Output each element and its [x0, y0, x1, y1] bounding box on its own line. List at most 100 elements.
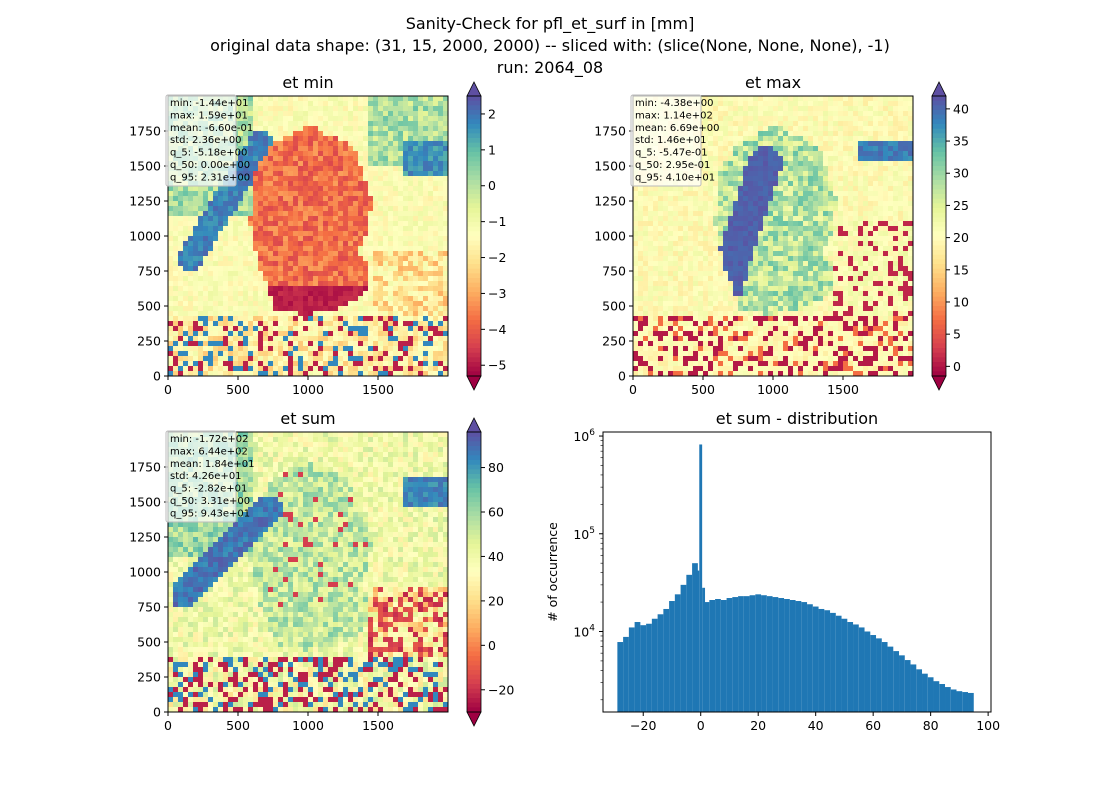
heatmap-cell: [313, 236, 319, 242]
heatmap-cell: [423, 106, 429, 112]
heatmap-cell: [373, 366, 379, 372]
heatmap-cell: [903, 121, 909, 127]
heatmap-cell: [363, 221, 369, 227]
heatmap-cell: [273, 331, 279, 337]
heatmap-cell: [238, 96, 244, 102]
heatmap-cell: [258, 246, 264, 252]
heatmap-cell: [378, 206, 384, 212]
heatmap-cell: [783, 171, 789, 177]
heatmap-cell: [223, 271, 229, 277]
heatmap-cell: [233, 291, 239, 297]
heatmap-cell: [228, 251, 234, 257]
heatmap-cell: [433, 201, 439, 207]
heatmap-cell: [258, 176, 264, 182]
heatmap-cell: [883, 131, 889, 137]
heatmap-cell: [373, 201, 379, 207]
heatmap-cell: [643, 186, 649, 192]
heatmap-cell: [258, 281, 264, 287]
heatmap-cell: [273, 316, 279, 322]
heatmap-cell: [678, 226, 684, 232]
heatmap-cell: [363, 111, 369, 117]
heatmap-cell: [748, 126, 754, 132]
heatmap-cell: [363, 251, 369, 257]
heatmap-cell: [403, 151, 409, 157]
heatmap-cell: [238, 116, 244, 122]
heatmap-cell: [823, 156, 829, 162]
heatmap-cell: [423, 201, 429, 207]
heatmap-cell: [333, 146, 339, 152]
heatmap-cell: [768, 146, 774, 152]
heatmap-cell: [238, 131, 244, 137]
heatmap-cell: [843, 241, 849, 247]
heatmap-cell: [313, 276, 319, 282]
heatmap-cell: [808, 146, 814, 152]
heatmap-cell: [193, 366, 199, 372]
heatmap-cell: [278, 211, 284, 217]
heatmap-cell: [893, 166, 899, 172]
heatmap-cell: [848, 146, 854, 152]
heatmap-cell: [398, 326, 404, 332]
stats-line: mean: -6.60e-01: [170, 123, 253, 134]
heatmap-cell: [353, 111, 359, 117]
heatmap-cell: [243, 141, 249, 147]
heatmap-cell: [243, 346, 249, 352]
heatmap-cell: [353, 116, 359, 122]
heatmap-cell: [708, 181, 714, 187]
heatmap-cell: [393, 281, 399, 287]
heatmap-cell: [643, 196, 649, 202]
heatmap-cell: [408, 326, 414, 332]
heatmap-cell: [378, 196, 384, 202]
heatmap-cell: [388, 361, 394, 367]
heatmap-cell: [868, 236, 874, 242]
heatmap-cell: [433, 301, 439, 307]
heatmap-cell: [293, 311, 299, 317]
heatmap-cell: [368, 251, 374, 257]
heatmap-cell: [313, 171, 319, 177]
heatmap-cell: [798, 236, 804, 242]
heatmap-cell: [373, 256, 379, 262]
heatmap-cell: [278, 371, 284, 377]
heatmap-cell: [698, 211, 704, 217]
heatmap-cell: [363, 191, 369, 197]
heatmap-cell: [298, 311, 304, 317]
heatmap-cell: [313, 231, 319, 237]
heatmap-cell: [193, 316, 199, 322]
heatmap-cell: [293, 366, 299, 372]
heatmap-cell: [438, 336, 444, 342]
heatmap-cell: [238, 216, 244, 222]
heatmap-cell: [903, 186, 909, 192]
heatmap-cell: [238, 316, 244, 322]
heatmap-cell: [723, 196, 729, 202]
heatmap-cell: [298, 321, 304, 327]
heatmap-cell: [408, 356, 414, 362]
heatmap-cell: [358, 136, 364, 142]
heatmap-cell: [393, 116, 399, 122]
heatmap-cell: [428, 201, 434, 207]
heatmap-cell: [348, 326, 354, 332]
heatmap-cell: [383, 121, 389, 127]
heatmap-cell: [818, 106, 824, 112]
heatmap-cell: [393, 171, 399, 177]
heatmap-cell: [378, 146, 384, 152]
heatmap-cell: [328, 176, 334, 182]
heatmap-cell: [403, 146, 409, 152]
heatmap-cell: [423, 281, 429, 287]
heatmap-cell: [748, 166, 754, 172]
heatmap-cell: [768, 186, 774, 192]
heatmap-cell: [223, 351, 229, 357]
heatmap-cell: [293, 211, 299, 217]
heatmap-cell: [633, 221, 639, 227]
heatmap-cell: [728, 181, 734, 187]
heatmap-cell: [243, 206, 249, 212]
heatmap-cell: [313, 211, 319, 217]
heatmap-cell: [348, 271, 354, 277]
heatmap-cell: [403, 306, 409, 312]
heatmap-cell: [898, 236, 904, 242]
heatmap-cell: [873, 156, 879, 162]
heatmap-cell: [428, 196, 434, 202]
heatmap-cell: [433, 161, 439, 167]
heatmap-cell: [728, 236, 734, 242]
colorbar-segment: [467, 119, 481, 125]
heatmap-cell: [303, 221, 309, 227]
heatmap-cell: [818, 161, 824, 167]
